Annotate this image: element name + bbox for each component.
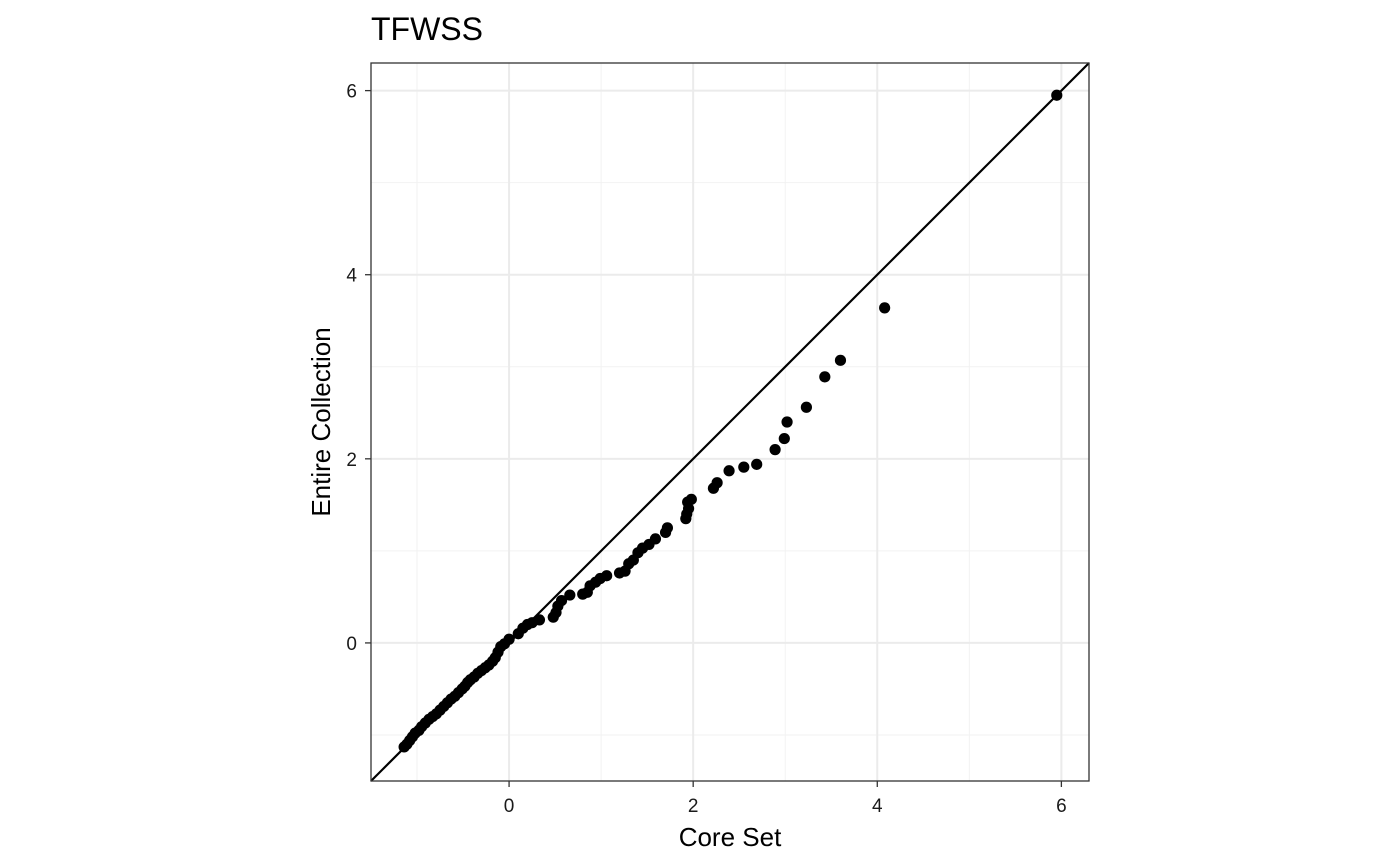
data-point: [769, 444, 781, 456]
data-point: [751, 458, 763, 470]
y-axis-title: Entire Collection: [306, 327, 336, 516]
data-point: [800, 401, 813, 413]
data-point: [711, 477, 723, 489]
data-point: [778, 432, 790, 445]
x-tick-label: 4: [872, 796, 883, 817]
data-point: [834, 354, 847, 366]
y-axis-ticks: 0 2 4 6: [346, 82, 371, 655]
data-point: [601, 570, 613, 582]
x-tick-label: 6: [1056, 796, 1067, 817]
y-tick-label: 4: [346, 266, 357, 287]
data-point: [564, 589, 576, 601]
panel-border: [370, 62, 1090, 782]
data-point: [661, 522, 674, 534]
x-tick-label: 2: [688, 796, 699, 817]
data-point: [685, 493, 697, 505]
data-point: [555, 594, 568, 607]
data-point: [781, 416, 793, 428]
x-axis-ticks: 0 2 4 6: [504, 781, 1067, 817]
data-point: [819, 371, 831, 383]
data-point: [723, 465, 735, 477]
y-tick-label: 0: [346, 634, 357, 655]
x-tick-label: 0: [504, 796, 515, 817]
data-point: [649, 533, 662, 545]
data-point: [738, 461, 750, 473]
y-tick-label: 2: [346, 450, 357, 471]
data-point: [503, 633, 515, 645]
grid-major: [371, 63, 1089, 781]
y-tick-label: 6: [346, 82, 357, 103]
data-point: [879, 302, 891, 314]
data-points: [398, 89, 1063, 753]
data-point: [1051, 89, 1063, 101]
x-axis-title: Core Set: [679, 822, 782, 852]
chart-title: TFWSS: [371, 11, 483, 47]
data-point: [533, 614, 546, 626]
